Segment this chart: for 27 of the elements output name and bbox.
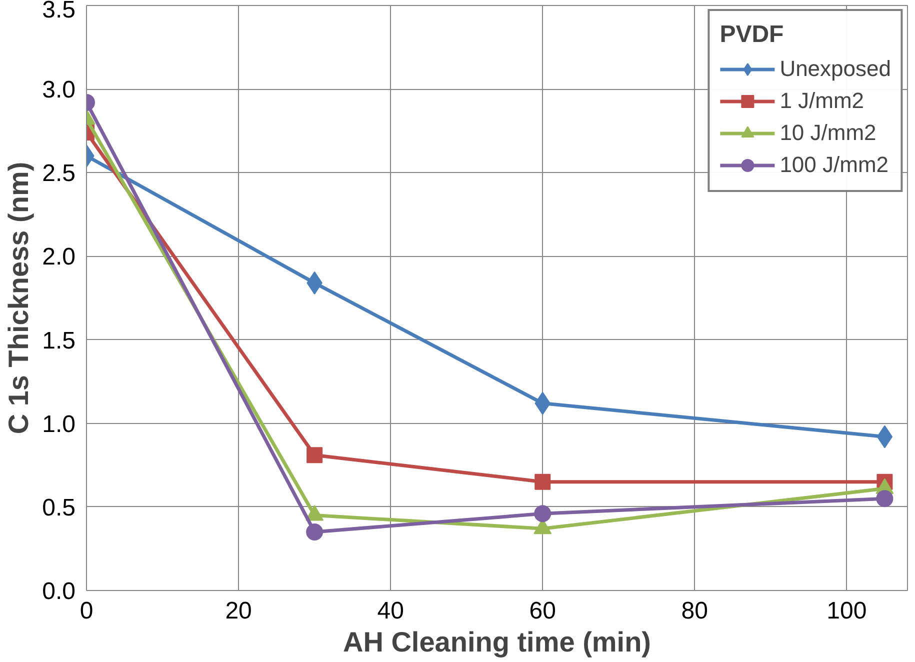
legend-label: 1 J/mm2 <box>780 87 864 115</box>
point <box>534 474 551 490</box>
x-tick-label: 60 <box>529 598 556 624</box>
point <box>876 425 893 448</box>
x-tick-label: 80 <box>681 598 708 624</box>
x-tick-label: 40 <box>377 598 404 624</box>
point <box>534 505 552 522</box>
y-tick-label: 3.5 <box>42 0 76 24</box>
y-tick-label: 1.5 <box>42 327 76 354</box>
point <box>306 524 324 540</box>
x-tick-label: 100 <box>826 598 867 624</box>
legend-label: 100 J/mm2 <box>780 151 889 179</box>
y-tick-label: 2.0 <box>42 244 76 271</box>
y-tick-label: 2.5 <box>42 160 76 188</box>
y-axis-title: C 1s Thickness (nm) <box>3 162 34 434</box>
x-tick-label: 0 <box>80 598 94 624</box>
x-axis-title: AH Cleaning time (min) <box>342 626 652 658</box>
point <box>306 447 323 464</box>
x-tick-label: 20 <box>225 598 252 624</box>
legend-label: Unexposed <box>780 55 891 83</box>
point <box>876 490 894 508</box>
y-tick-label: 3.0 <box>42 76 76 104</box>
y-tick-label: 0.0 <box>42 578 76 605</box>
y-tick-label: 0.5 <box>42 494 76 522</box>
y-tick-label: 1.0 <box>42 410 76 438</box>
legend-label: 10 J/mm2 <box>780 119 876 147</box>
legend-title: PVDF <box>720 21 785 49</box>
